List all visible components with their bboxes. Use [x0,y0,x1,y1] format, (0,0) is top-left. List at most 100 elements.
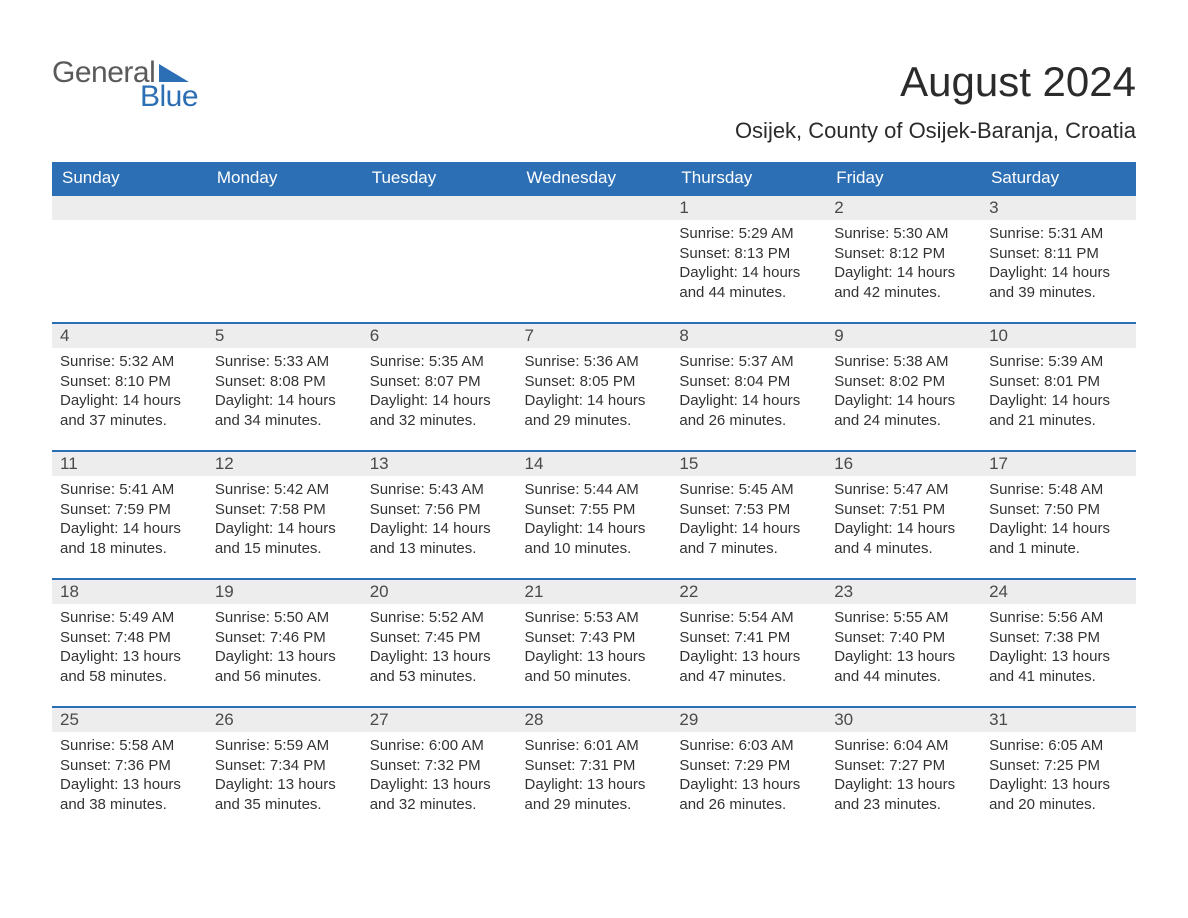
daylight-text: Daylight: 13 hours and 29 minutes. [525,775,664,814]
day-content: Sunrise: 5:35 AMSunset: 8:07 PMDaylight:… [362,348,517,438]
daylight-text: Daylight: 13 hours and 41 minutes. [989,647,1128,686]
sunset-text: Sunset: 7:51 PM [834,500,973,520]
sunrise-text: Sunrise: 5:30 AM [834,224,973,244]
day-number: 15 [671,450,826,476]
day-content: Sunrise: 6:01 AMSunset: 7:31 PMDaylight:… [517,732,672,822]
calendar-day-cell: 11Sunrise: 5:41 AMSunset: 7:59 PMDayligh… [52,450,207,578]
sunset-text: Sunset: 7:40 PM [834,628,973,648]
sunset-text: Sunset: 7:48 PM [60,628,199,648]
sunrise-text: Sunrise: 5:45 AM [679,480,818,500]
day-content: Sunrise: 5:58 AMSunset: 7:36 PMDaylight:… [52,732,207,822]
day-number: 4 [52,322,207,348]
calendar-day-cell: 29Sunrise: 6:03 AMSunset: 7:29 PMDayligh… [671,706,826,834]
sunset-text: Sunset: 7:34 PM [215,756,354,776]
day-content: Sunrise: 6:00 AMSunset: 7:32 PMDaylight:… [362,732,517,822]
sunset-text: Sunset: 8:12 PM [834,244,973,264]
calendar-day-cell: 20Sunrise: 5:52 AMSunset: 7:45 PMDayligh… [362,578,517,706]
day-number: 30 [826,706,981,732]
sunset-text: Sunset: 7:36 PM [60,756,199,776]
header: General Blue August 2024 Osijek, County … [52,58,1136,144]
day-number: 21 [517,578,672,604]
day-number: 12 [207,450,362,476]
calendar-day-cell: 14Sunrise: 5:44 AMSunset: 7:55 PMDayligh… [517,450,672,578]
day-number: 11 [52,450,207,476]
daylight-text: Daylight: 14 hours and 32 minutes. [370,391,509,430]
day-number: 2 [826,194,981,220]
sunrise-text: Sunrise: 5:49 AM [60,608,199,628]
day-content: Sunrise: 5:32 AMSunset: 8:10 PMDaylight:… [52,348,207,438]
weekday-header: Monday [207,162,362,194]
sunset-text: Sunset: 7:27 PM [834,756,973,776]
sunset-text: Sunset: 7:53 PM [679,500,818,520]
sunrise-text: Sunrise: 5:53 AM [525,608,664,628]
sunrise-text: Sunrise: 5:42 AM [215,480,354,500]
calendar-week-row: 1Sunrise: 5:29 AMSunset: 8:13 PMDaylight… [52,194,1136,322]
day-number: 5 [207,322,362,348]
daylight-text: Daylight: 13 hours and 35 minutes. [215,775,354,814]
day-number: 9 [826,322,981,348]
day-content [517,220,672,300]
sunset-text: Sunset: 7:45 PM [370,628,509,648]
daylight-text: Daylight: 14 hours and 39 minutes. [989,263,1128,302]
sunset-text: Sunset: 7:56 PM [370,500,509,520]
calendar-day-cell: 21Sunrise: 5:53 AMSunset: 7:43 PMDayligh… [517,578,672,706]
sunset-text: Sunset: 7:25 PM [989,756,1128,776]
calendar-table: SundayMondayTuesdayWednesdayThursdayFrid… [52,162,1136,834]
calendar-week-row: 4Sunrise: 5:32 AMSunset: 8:10 PMDaylight… [52,322,1136,450]
day-content: Sunrise: 5:52 AMSunset: 7:45 PMDaylight:… [362,604,517,694]
daylight-text: Daylight: 13 hours and 53 minutes. [370,647,509,686]
day-number: 27 [362,706,517,732]
logo: General Blue [52,58,198,112]
calendar-empty-cell [362,194,517,322]
day-content: Sunrise: 5:50 AMSunset: 7:46 PMDaylight:… [207,604,362,694]
sunrise-text: Sunrise: 6:01 AM [525,736,664,756]
day-number: 20 [362,578,517,604]
calendar-week-row: 25Sunrise: 5:58 AMSunset: 7:36 PMDayligh… [52,706,1136,834]
calendar-day-cell: 12Sunrise: 5:42 AMSunset: 7:58 PMDayligh… [207,450,362,578]
daylight-text: Daylight: 14 hours and 7 minutes. [679,519,818,558]
day-number: 10 [981,322,1136,348]
weekday-header: Sunday [52,162,207,194]
day-number: 28 [517,706,672,732]
sunset-text: Sunset: 7:41 PM [679,628,818,648]
sunrise-text: Sunrise: 5:58 AM [60,736,199,756]
day-number-bar [52,194,207,220]
calendar-day-cell: 28Sunrise: 6:01 AMSunset: 7:31 PMDayligh… [517,706,672,834]
daylight-text: Daylight: 14 hours and 34 minutes. [215,391,354,430]
day-content: Sunrise: 5:47 AMSunset: 7:51 PMDaylight:… [826,476,981,566]
sunrise-text: Sunrise: 5:33 AM [215,352,354,372]
day-content: Sunrise: 5:33 AMSunset: 8:08 PMDaylight:… [207,348,362,438]
sunrise-text: Sunrise: 5:41 AM [60,480,199,500]
weekday-header: Tuesday [362,162,517,194]
day-number: 17 [981,450,1136,476]
day-content: Sunrise: 5:54 AMSunset: 7:41 PMDaylight:… [671,604,826,694]
daylight-text: Daylight: 13 hours and 56 minutes. [215,647,354,686]
daylight-text: Daylight: 14 hours and 24 minutes. [834,391,973,430]
calendar-day-cell: 7Sunrise: 5:36 AMSunset: 8:05 PMDaylight… [517,322,672,450]
daylight-text: Daylight: 13 hours and 58 minutes. [60,647,199,686]
sunset-text: Sunset: 8:05 PM [525,372,664,392]
day-content: Sunrise: 5:44 AMSunset: 7:55 PMDaylight:… [517,476,672,566]
calendar-week-row: 11Sunrise: 5:41 AMSunset: 7:59 PMDayligh… [52,450,1136,578]
calendar-day-cell: 17Sunrise: 5:48 AMSunset: 7:50 PMDayligh… [981,450,1136,578]
sunset-text: Sunset: 7:55 PM [525,500,664,520]
sunrise-text: Sunrise: 6:04 AM [834,736,973,756]
day-number-bar [207,194,362,220]
sunrise-text: Sunrise: 5:56 AM [989,608,1128,628]
daylight-text: Daylight: 13 hours and 44 minutes. [834,647,973,686]
daylight-text: Daylight: 14 hours and 15 minutes. [215,519,354,558]
sunset-text: Sunset: 7:32 PM [370,756,509,776]
day-content: Sunrise: 5:49 AMSunset: 7:48 PMDaylight:… [52,604,207,694]
day-number: 31 [981,706,1136,732]
daylight-text: Daylight: 14 hours and 29 minutes. [525,391,664,430]
day-number: 14 [517,450,672,476]
sunrise-text: Sunrise: 5:52 AM [370,608,509,628]
sunset-text: Sunset: 7:50 PM [989,500,1128,520]
sunrise-text: Sunrise: 5:54 AM [679,608,818,628]
calendar-empty-cell [207,194,362,322]
sunset-text: Sunset: 8:11 PM [989,244,1128,264]
sunset-text: Sunset: 8:07 PM [370,372,509,392]
daylight-text: Daylight: 14 hours and 18 minutes. [60,519,199,558]
sunset-text: Sunset: 8:04 PM [679,372,818,392]
sunrise-text: Sunrise: 5:43 AM [370,480,509,500]
